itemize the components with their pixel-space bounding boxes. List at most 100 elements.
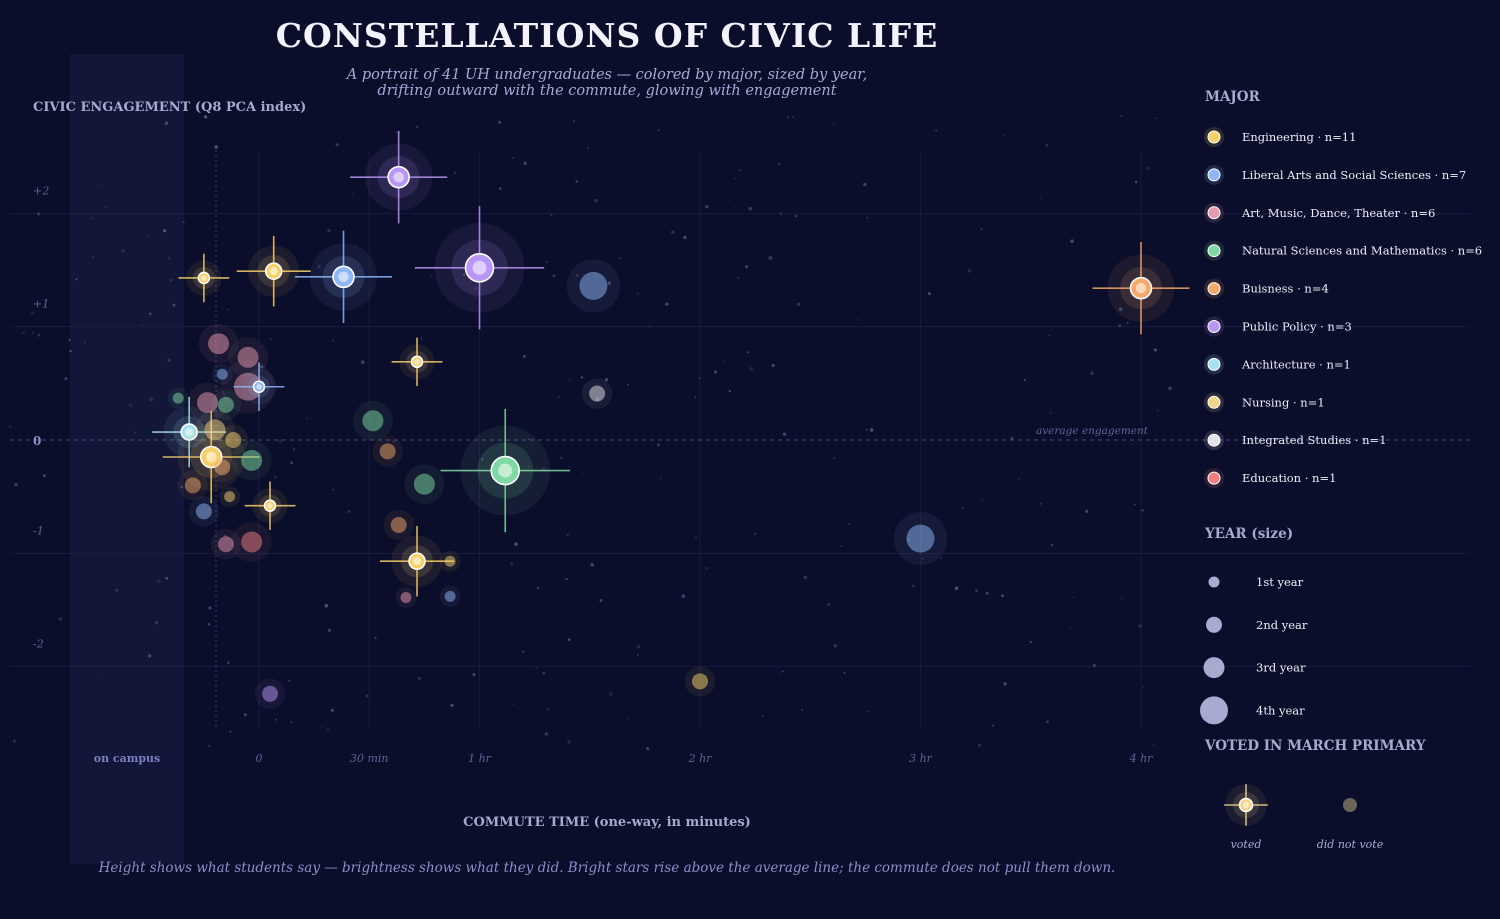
background-star [801, 708, 803, 711]
background-star [365, 694, 369, 698]
on-campus-band [70, 54, 184, 864]
data-point [236, 235, 311, 307]
background-star [1017, 478, 1020, 481]
legend-major-item: Engineering · n=11 [1204, 127, 1356, 147]
background-star [227, 661, 230, 664]
point-core [400, 591, 412, 603]
data-point [211, 363, 233, 385]
data-point [372, 436, 403, 467]
legend-voted-title: VOTED IN MARCH PRIMARY [1204, 738, 1426, 754]
background-star [590, 563, 594, 567]
background-star [326, 728, 330, 731]
background-star [604, 378, 609, 382]
background-star [214, 145, 219, 149]
background-star [728, 390, 731, 393]
background-star [498, 121, 502, 124]
legend-major-item: Art, Music, Dance, Theater · n=6 [1204, 202, 1435, 223]
background-star [1146, 166, 1150, 170]
data-point [414, 206, 545, 330]
background-star [748, 206, 752, 211]
legend-major-label: Education · n=1 [1242, 471, 1336, 485]
legend-year-label: 2nd year [1256, 618, 1308, 632]
background-star [636, 654, 639, 656]
point-highlight [472, 260, 487, 275]
background-star [749, 367, 753, 371]
background-star [580, 376, 584, 379]
background-star [1120, 115, 1123, 118]
background-star [593, 198, 598, 203]
background-star [180, 485, 183, 489]
background-star [627, 384, 629, 386]
background-star [1069, 626, 1072, 629]
background-star [31, 311, 34, 315]
background-star [537, 586, 540, 589]
background-star [542, 671, 546, 675]
background-star [771, 363, 775, 368]
background-star [961, 506, 965, 510]
background-star [1120, 598, 1123, 600]
background-star [165, 576, 169, 580]
background-star [392, 440, 395, 443]
background-star [182, 221, 185, 224]
background-star [474, 287, 478, 290]
background-star [927, 292, 931, 296]
data-point [383, 509, 414, 541]
legend-swatch [1207, 471, 1221, 485]
legend-year-swatch [1200, 696, 1228, 725]
background-star [229, 730, 232, 733]
legend-major-label: Art, Music, Dance, Theater · n=6 [1241, 206, 1435, 220]
background-star [681, 594, 686, 598]
legend-swatch [1207, 357, 1221, 371]
background-star [1070, 239, 1074, 244]
background-star [777, 162, 781, 166]
background-star [84, 341, 86, 344]
background-star [565, 578, 568, 581]
point-core [217, 536, 234, 553]
legend-year-label: 1st year [1256, 575, 1304, 589]
background-star [843, 672, 846, 675]
background-star [58, 617, 63, 621]
point-core [216, 368, 228, 380]
background-star [1073, 596, 1075, 598]
background-star [148, 654, 152, 658]
background-star [1029, 640, 1032, 644]
point-core [241, 449, 263, 471]
background-star [867, 710, 870, 712]
legend-voted-item: voted [1224, 784, 1268, 851]
background-star [290, 721, 293, 724]
background-star [420, 338, 423, 340]
legend-major-item: Architecture · n=1 [1204, 354, 1351, 375]
background-star [967, 268, 972, 273]
background-star [24, 271, 27, 273]
background-star [227, 308, 229, 311]
background-star [583, 473, 585, 475]
background-star [833, 457, 835, 459]
background-star [656, 443, 660, 447]
x-tick-label: 4 hr [1129, 752, 1154, 765]
point-core [204, 419, 226, 441]
legend-major-label: Architecture · n=1 [1241, 357, 1351, 371]
background-star [360, 360, 365, 364]
data-point [233, 362, 285, 411]
background-star [713, 370, 718, 374]
background-star [665, 302, 669, 306]
background-star [298, 597, 300, 599]
background-star [243, 713, 247, 717]
point-highlight [256, 383, 262, 390]
data-point [684, 666, 716, 697]
background-star [1003, 682, 1007, 686]
background-star [544, 732, 549, 736]
background-star [734, 177, 736, 180]
point-core [362, 410, 384, 432]
background-star [694, 396, 697, 399]
background-star [75, 278, 78, 281]
background-star [1090, 371, 1094, 375]
background-star [317, 264, 321, 269]
x-tick-label: 2 hr [688, 752, 713, 765]
background-star [646, 747, 650, 751]
background-star [512, 157, 514, 159]
chart-subtitle-line2: drifting outward with the commute, glowi… [377, 83, 836, 99]
background-star [305, 417, 308, 420]
background-star [734, 205, 736, 207]
